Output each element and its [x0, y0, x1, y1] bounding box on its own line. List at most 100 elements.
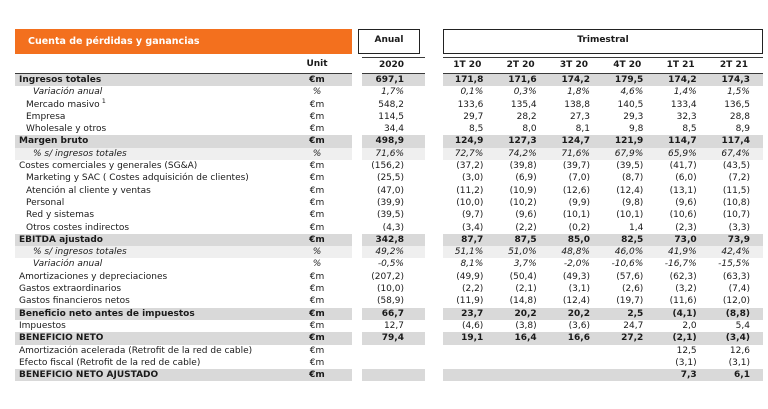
column-gap: [352, 123, 362, 135]
row-label: Empresa: [26, 111, 66, 122]
cell-quarter-2: (10,2): [509, 197, 537, 208]
cell-quarter-2: (9,6): [515, 210, 537, 221]
column-gap: [352, 197, 362, 209]
table-row: Mercado masivo 1 €m 548,2 133,6 135,4 138,8 14…: [15, 96, 768, 111]
column-gap: [352, 74, 362, 86]
row-unit: €m: [309, 124, 325, 135]
cell-quarter-3: 174,2: [561, 75, 590, 85]
row-unit: €m: [309, 197, 325, 208]
row-label: BENEFICIO NETO: [19, 333, 104, 344]
quarter-band: 19,1 16,4 16,6 27,2 (2,1) (3,4): [443, 332, 763, 345]
row-label-band: Amortizaciones y depreciaciones €m: [15, 271, 352, 283]
cell-quarter-3: (0,2): [568, 222, 590, 233]
cell-quarter-5: 7,3: [680, 370, 697, 381]
row-label-band: BENEFICIO NETO AJUSTADO €m: [15, 369, 352, 382]
row-label: Otros costes indirectos: [26, 222, 130, 233]
cell-quarter-2: [496, 357, 549, 369]
cell-anual: -0,5%: [377, 259, 404, 270]
cell-anual: 79,4: [362, 332, 425, 345]
cell-quarter-6: (8,8): [725, 308, 750, 319]
cell-quarter-5: (2,3): [675, 222, 697, 233]
row-unit: %: [312, 148, 322, 159]
row-unit: €m: [309, 234, 325, 245]
cell-quarter-1: [443, 369, 496, 381]
cell-quarter-6: -15,5%: [718, 259, 750, 270]
column-gap: [352, 308, 362, 320]
quarter-band: 51,1% 51,0% 48,8% 46,0% 41,9% 42,4%: [443, 246, 763, 259]
cell-quarter-5: 174,2: [668, 75, 697, 85]
cell-quarter-4: (12,4): [616, 185, 644, 196]
cell-quarter-4: -10,6%: [611, 259, 644, 270]
table-body: Ingresos totales €m 697,1 171,8 171,6 174,2 17…: [15, 74, 768, 382]
quarter-header: 2T 21: [719, 60, 748, 70]
cell-quarter-5: (6,0): [675, 173, 697, 184]
cell-quarter-1: (11,2): [456, 185, 484, 196]
row-unit: €m: [309, 99, 325, 110]
cell-quarter-1: (3,0): [461, 173, 484, 184]
cell-quarter-6: 1,5%: [727, 87, 750, 98]
row-unit: €m: [309, 136, 325, 147]
cell-quarter-6: (3,4): [725, 333, 750, 344]
cell-quarter-6: (7,2): [728, 173, 750, 184]
report-title-banner: Cuenta de pérdidas y ganancias: [15, 29, 352, 54]
cell-quarter-6: (3,3): [728, 222, 750, 233]
table-row: Marketing y SAC ( Costes adquisición de …: [15, 172, 768, 184]
column-gap: [352, 345, 362, 357]
row-label: EBITDA ajustado: [19, 234, 103, 245]
cell-quarter-4: 140,5: [617, 99, 644, 110]
cell-quarter-1: [443, 345, 496, 357]
cell-quarter-4: (39,5): [616, 161, 644, 172]
row-unit: €m: [309, 320, 325, 331]
cell-quarter-6: (10,8): [722, 197, 750, 208]
cell-quarter-5: (11,6): [669, 296, 697, 307]
quarter-band: (11,9) (14,8) (12,4) (19,7) (11,6) (12,0): [443, 295, 763, 307]
cell-quarter-6: 6,1: [734, 370, 750, 381]
column-gap: [425, 209, 443, 221]
cell-quarter-1: (4,6): [461, 320, 484, 331]
quarter-band: 8,5 8,0 8,1 9,8 8,5 8,9: [443, 123, 763, 135]
table-row: Impuestos €m 12,7 (4,6) (3,8) (3,6) 24,7 2,0 5,4: [15, 320, 768, 332]
cell-quarter-2: 20,2: [514, 308, 537, 319]
cell-quarter-5: 133,4: [670, 99, 697, 110]
cell-quarter-4: 67,9%: [614, 148, 644, 159]
cell-quarter-3: (12,6): [562, 185, 590, 196]
cell-quarter-4: 9,8: [628, 124, 644, 135]
row-unit: €m: [309, 185, 325, 196]
row-unit: %: [312, 247, 322, 258]
cell-quarter-1: 8,5: [469, 124, 484, 135]
column-gap: [352, 86, 362, 98]
row-label-band: Ingresos totales €m: [15, 74, 352, 87]
row-label-band: Amortización acelerada (Retrofit de la r…: [15, 345, 352, 357]
cell-anual: [362, 357, 425, 369]
cell-quarter-6: (3,1): [728, 357, 750, 368]
row-label-band: Costes comerciales y generales (SG&A) €m: [15, 160, 352, 172]
cell-quarter-5: 8,5: [682, 124, 697, 135]
row-unit: €m: [309, 210, 325, 221]
cell-quarter-5: (4,1): [672, 308, 697, 319]
cell-quarter-3: (39,7): [562, 161, 590, 172]
cell-quarter-5: (10,6): [669, 210, 697, 221]
row-label: Mercado masivo 1: [26, 96, 106, 110]
table-row: Atención al cliente y ventas €m (47,0) (11,…: [15, 185, 768, 197]
row-label-band: Efecto fiscal (Retrofit de la red de cab…: [15, 357, 352, 369]
table-row: Red y sistemas €m (39,5) (9,7) (9,6) (10,1) (1…: [15, 209, 768, 221]
row-unit: €m: [309, 111, 325, 122]
cell-anual: (4,3): [382, 222, 404, 233]
cell-quarter-2: [496, 369, 549, 381]
column-gap: [425, 258, 443, 270]
cell-quarter-3: 85,0: [567, 234, 590, 245]
cell-quarter-3: 1,8%: [567, 87, 590, 98]
label-header-spacer: [15, 57, 282, 73]
footnote-marker: 1: [99, 96, 106, 105]
cell-quarter-1: (2,2): [461, 284, 484, 295]
cell-quarter-2: (39,8): [509, 161, 537, 172]
cell-quarter-3: 20,2: [567, 308, 590, 319]
cell-anual: 342,8: [362, 233, 425, 247]
cell-quarter-3: (3,1): [568, 284, 590, 295]
row-label-band: EBITDA ajustado €m: [15, 233, 352, 247]
row-label: Margen bruto: [19, 136, 89, 147]
cell-anual: (10,0): [376, 284, 404, 295]
cell-quarter-1: (9,7): [461, 210, 484, 221]
row-label-band: Wholesale y otros €m: [15, 123, 352, 135]
row-label-band: Otros costes indirectos €m: [15, 222, 352, 234]
